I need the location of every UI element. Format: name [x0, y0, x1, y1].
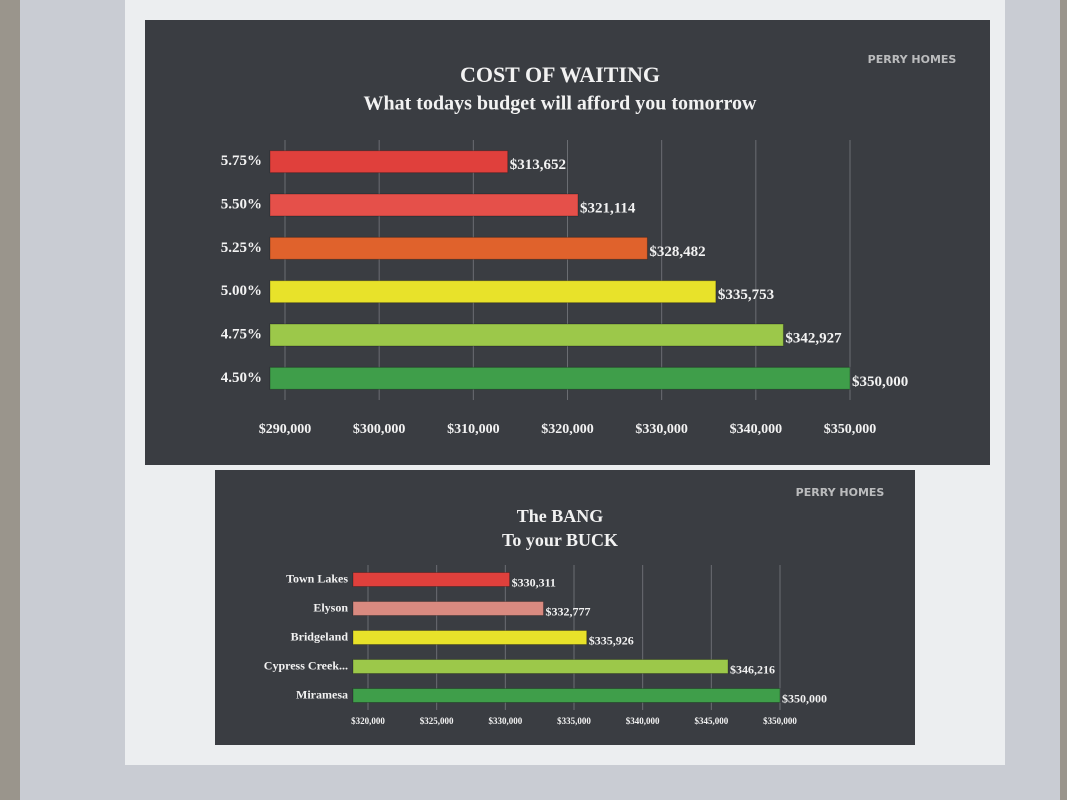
x-tick-label: $340,000	[730, 422, 783, 437]
x-tick-label: $335,000	[557, 716, 591, 726]
value-label: $313,652	[510, 157, 566, 173]
x-tick-label: $290,000	[259, 422, 312, 437]
x-tick-label: $320,000	[351, 716, 385, 726]
category-label: Miramesa	[296, 687, 348, 701]
bar	[352, 659, 729, 674]
category-label: 4.75%	[221, 326, 262, 342]
bar	[269, 150, 509, 174]
value-label: $350,000	[852, 374, 908, 390]
x-tick-label: $350,000	[824, 422, 877, 437]
chart-title: COST OF WAITING	[460, 62, 660, 87]
category-label: Town Lakes	[286, 571, 348, 585]
bar	[352, 630, 588, 645]
bar	[352, 572, 511, 587]
chart-subtitle: What todays budget will afford you tomor…	[364, 93, 758, 115]
value-label: $350,000	[782, 691, 827, 705]
logo: PERRY HOMES	[796, 486, 885, 499]
bar	[269, 366, 851, 390]
value-label: $346,216	[730, 662, 775, 676]
bar	[269, 236, 648, 260]
x-tick-label: $310,000	[447, 422, 500, 437]
bar	[269, 193, 579, 217]
x-tick-label: $320,000	[541, 422, 594, 437]
category-label: 4.50%	[221, 370, 262, 386]
bar	[269, 323, 784, 347]
value-label: $342,927	[785, 330, 842, 346]
value-label: $328,482	[649, 244, 705, 260]
chart-subtitle: To your BUCK	[502, 530, 618, 550]
x-tick-label: $330,000	[488, 716, 522, 726]
category-label: Elyson	[313, 600, 348, 614]
category-label: 5.00%	[221, 283, 262, 299]
x-tick-label: $300,000	[353, 422, 406, 437]
chart-title: The BANG	[517, 506, 604, 526]
x-tick-label: $330,000	[635, 422, 688, 437]
logo: PERRY HOMES	[868, 53, 957, 66]
bar	[352, 601, 544, 616]
category-label: 5.50%	[221, 196, 262, 212]
x-tick-label: $325,000	[420, 716, 454, 726]
category-label: Bridgeland	[291, 629, 349, 643]
x-tick-label: $340,000	[626, 716, 660, 726]
value-label: $332,777	[545, 604, 590, 618]
value-label: $335,926	[589, 633, 634, 647]
x-tick-label: $350,000	[763, 716, 797, 726]
bar	[269, 280, 717, 304]
category-label: Cypress Creek...	[264, 658, 348, 672]
category-label: 5.25%	[221, 240, 262, 256]
x-tick-label: $345,000	[694, 716, 728, 726]
bar	[352, 688, 781, 703]
value-label: $321,114	[580, 200, 636, 216]
value-label: $335,753	[718, 287, 774, 303]
category-label: 5.75%	[221, 153, 262, 169]
value-label: $330,311	[512, 575, 556, 589]
